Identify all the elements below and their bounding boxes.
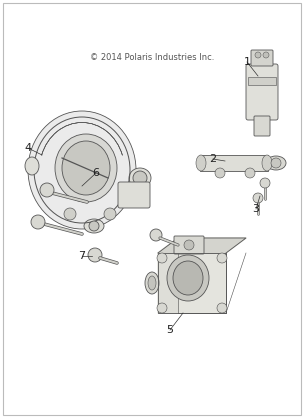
Circle shape	[215, 168, 225, 178]
Text: 6: 6	[92, 168, 99, 178]
Circle shape	[40, 183, 54, 197]
Circle shape	[253, 193, 263, 203]
Circle shape	[150, 229, 162, 241]
FancyBboxPatch shape	[174, 236, 204, 254]
Circle shape	[184, 240, 194, 250]
Circle shape	[157, 303, 167, 313]
Polygon shape	[158, 238, 178, 313]
Text: 2: 2	[209, 154, 216, 164]
Ellipse shape	[196, 155, 206, 171]
Circle shape	[260, 178, 270, 188]
FancyBboxPatch shape	[200, 155, 268, 171]
Ellipse shape	[173, 261, 203, 295]
Circle shape	[217, 253, 227, 263]
Circle shape	[104, 208, 116, 220]
Text: 1: 1	[244, 57, 250, 67]
Text: 3: 3	[253, 204, 260, 214]
Circle shape	[31, 215, 45, 229]
Circle shape	[245, 168, 255, 178]
Text: 5: 5	[167, 325, 174, 335]
Ellipse shape	[84, 219, 104, 233]
Circle shape	[263, 52, 269, 58]
Circle shape	[157, 253, 167, 263]
Ellipse shape	[145, 272, 159, 294]
Ellipse shape	[55, 134, 117, 202]
FancyBboxPatch shape	[254, 116, 270, 136]
Circle shape	[89, 221, 99, 231]
FancyBboxPatch shape	[251, 50, 273, 66]
Circle shape	[133, 171, 147, 185]
Circle shape	[88, 248, 102, 262]
Ellipse shape	[129, 168, 151, 188]
Circle shape	[217, 303, 227, 313]
Text: 4: 4	[24, 143, 32, 153]
Circle shape	[64, 208, 76, 220]
FancyBboxPatch shape	[248, 77, 276, 85]
FancyBboxPatch shape	[118, 182, 150, 208]
Ellipse shape	[28, 111, 136, 229]
Circle shape	[255, 52, 261, 58]
Text: © 2014 Polaris Industries Inc.: © 2014 Polaris Industries Inc.	[90, 54, 214, 63]
Ellipse shape	[167, 255, 209, 301]
FancyBboxPatch shape	[246, 64, 278, 120]
Ellipse shape	[148, 276, 156, 290]
Text: 7: 7	[78, 251, 85, 261]
Polygon shape	[158, 238, 246, 253]
Ellipse shape	[262, 155, 272, 171]
Circle shape	[271, 158, 281, 168]
FancyBboxPatch shape	[158, 253, 226, 313]
Ellipse shape	[266, 156, 286, 170]
Ellipse shape	[25, 157, 39, 175]
Ellipse shape	[62, 141, 110, 195]
